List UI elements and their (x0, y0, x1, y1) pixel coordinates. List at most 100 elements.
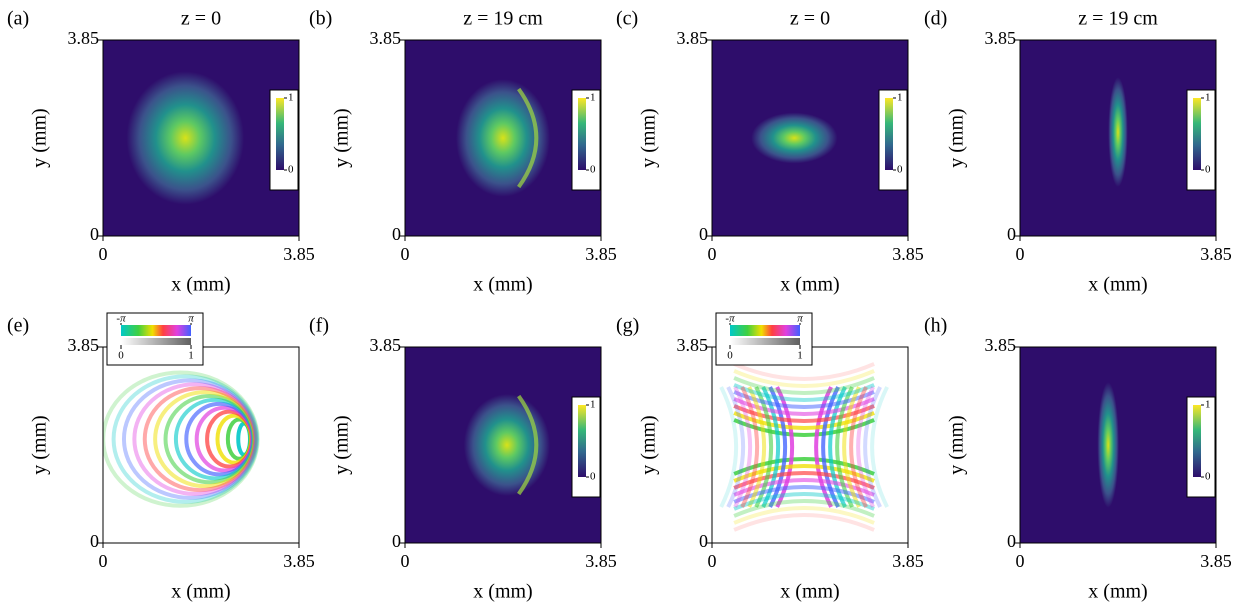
image (1019, 39, 1217, 237)
fringe (142, 386, 258, 493)
x-tick-label: 0 (1016, 551, 1025, 571)
image-content (103, 347, 299, 543)
y-tick-label: 3.85 (985, 335, 1017, 355)
fringe (132, 382, 258, 496)
x-axis-label: x (mm) (473, 581, 532, 603)
x-axis-label: x (mm) (780, 581, 839, 603)
fringe (849, 386, 868, 508)
colorbar-tick-label: 0 (897, 164, 903, 176)
fringe (153, 390, 257, 489)
fringe (747, 386, 767, 508)
image-content (1020, 347, 1216, 543)
fringe (761, 386, 781, 508)
fringe (733, 471, 875, 490)
colorbar (578, 405, 586, 477)
x-axis-label: x (mm) (473, 274, 532, 296)
colorbar-tick-label: -π (725, 313, 735, 325)
fringe (733, 386, 753, 508)
fringe (733, 492, 875, 511)
y-tick-label: 0 (1007, 531, 1016, 551)
fringe (726, 386, 746, 508)
x-tick-label: 3.85 (585, 551, 617, 571)
beam (751, 112, 838, 164)
x-tick-label: 0 (401, 551, 410, 571)
x-tick-label: 3.85 (585, 244, 617, 264)
fringe (733, 513, 875, 532)
beam (463, 394, 551, 496)
y-tick-label: 3.85 (370, 335, 402, 355)
fringe (842, 386, 861, 508)
y-axis-label: y (mm) (946, 415, 968, 474)
y-tick-label: 3.85 (68, 28, 100, 48)
plot-frame (102, 39, 300, 237)
plot-frame (404, 39, 602, 237)
panel-label: (e) (7, 315, 29, 337)
fringe (733, 376, 875, 395)
beam (126, 71, 245, 205)
colorbar-tick-label: 1 (590, 92, 596, 104)
image (102, 346, 300, 544)
fringe (863, 386, 882, 508)
fringe (733, 383, 875, 402)
x-axis-label: x (mm) (1088, 581, 1147, 603)
colorbar-tick-label: 0 (727, 350, 733, 362)
x-tick-label: 3.85 (1200, 551, 1232, 571)
colorbar (1193, 405, 1201, 477)
x-tick-label: 0 (708, 551, 717, 571)
y-axis-label: y (mm) (946, 108, 968, 167)
fringe (733, 464, 875, 483)
fringe (733, 418, 875, 437)
fringe (121, 378, 259, 500)
y-axis-label: y (mm) (331, 108, 353, 167)
x-axis-label: x (mm) (171, 274, 230, 296)
x-axis-label: x (mm) (1088, 274, 1147, 296)
colorbar-tick-label: 0 (118, 350, 124, 362)
fringe (733, 478, 875, 497)
plot-frame (404, 346, 602, 544)
panel-label: (c) (616, 8, 638, 30)
plot-frame (711, 39, 909, 237)
fringe (856, 386, 875, 508)
panel-label: (g) (616, 315, 639, 337)
x-tick-label: 3.85 (892, 551, 924, 571)
panel-title: z = 0 (790, 8, 830, 30)
fringe (768, 386, 788, 508)
fringe (828, 386, 847, 508)
x-tick-label: 0 (401, 244, 410, 264)
colorbar (1193, 98, 1201, 170)
colorbar (885, 98, 893, 170)
panel-title: z = 19 cm (463, 8, 543, 30)
image (404, 346, 602, 544)
fringe (733, 506, 875, 525)
colorbar (578, 98, 586, 170)
colorbar-tick-label: 1 (1205, 399, 1211, 411)
y-tick-label: 3.85 (677, 28, 709, 48)
colorbar-tick-label: 1 (1205, 92, 1211, 104)
x-tick-label: 3.85 (1200, 244, 1232, 264)
fringe (821, 386, 840, 508)
colorbar-tick-label: -π (116, 313, 126, 325)
fringe (870, 386, 889, 508)
y-tick-label: 0 (90, 531, 99, 551)
colorbar (276, 98, 284, 170)
fringe (775, 386, 795, 508)
panel-label: (b) (309, 8, 332, 30)
colorbar-tick-label: 1 (590, 399, 596, 411)
colorbar-tick-label: 0 (590, 164, 596, 176)
fringe (814, 386, 833, 508)
image-content (1020, 40, 1216, 236)
x-tick-label: 3.85 (283, 551, 315, 571)
plot-frame (1019, 39, 1217, 237)
image-content (405, 40, 601, 236)
beam (1108, 77, 1128, 187)
x-tick-label: 0 (99, 244, 108, 264)
panel-label: (h) (924, 315, 947, 337)
image-background (103, 347, 299, 543)
fringe (733, 362, 875, 381)
panel-title: z = 19 cm (1078, 8, 1158, 30)
y-tick-label: 3.85 (985, 28, 1017, 48)
colorbar-tick-label: 1 (897, 92, 903, 104)
colorbar-tick-label: 0 (288, 164, 294, 176)
y-axis-label: y (mm) (29, 415, 51, 474)
